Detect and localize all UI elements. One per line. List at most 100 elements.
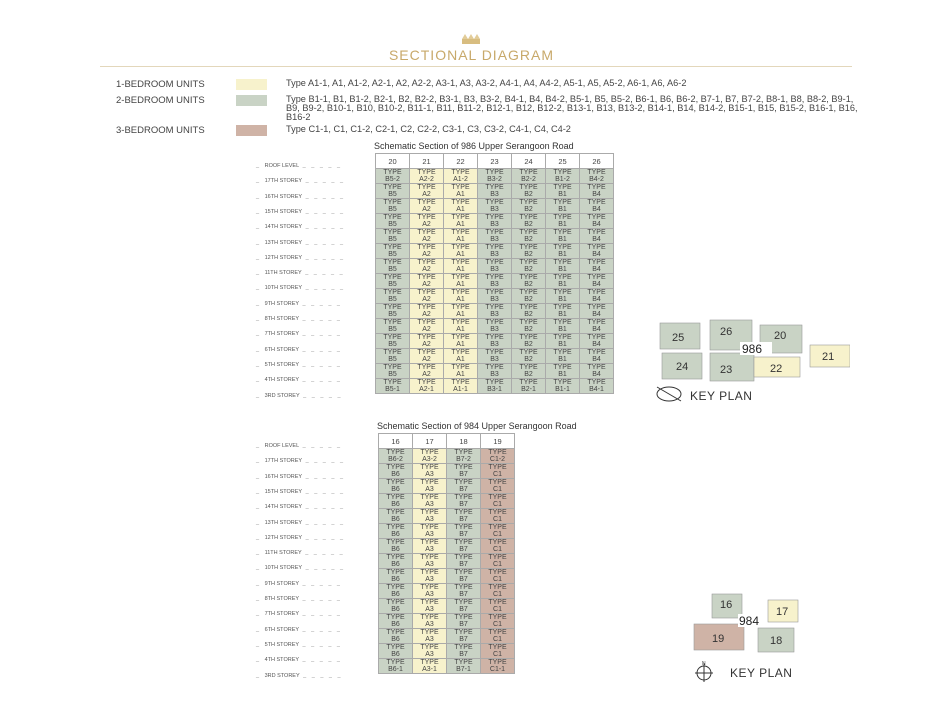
unit-cell[interactable]: TYPE B5 [375,243,410,259]
unit-cell[interactable]: TYPE A1 [443,258,478,274]
unit-cell[interactable]: TYPE A1 [443,333,478,349]
unit-cell[interactable]: TYPE C1 [480,583,515,599]
unit-cell[interactable]: TYPE C1-1 [480,658,515,674]
unit-cell[interactable]: TYPE B6 [378,508,413,524]
unit-cell[interactable]: TYPE B6-2 [378,448,413,464]
unit-cell[interactable]: TYPE B1 [545,288,580,304]
unit-cell[interactable]: TYPE B3 [477,348,512,364]
unit-cell[interactable]: TYPE B5 [375,258,410,274]
unit-cell[interactable]: TYPE A3 [412,643,447,659]
unit-cell[interactable]: TYPE C1 [480,628,515,644]
unit-cell[interactable]: TYPE B5 [375,363,410,379]
unit-cell[interactable]: TYPE B5 [375,198,410,214]
unit-cell[interactable]: TYPE B6 [378,643,413,659]
unit-cell[interactable]: TYPE A3 [412,523,447,539]
unit-cell[interactable]: TYPE A3 [412,568,447,584]
unit-cell[interactable]: TYPE A2-2 [409,168,444,184]
unit-cell[interactable]: TYPE A3 [412,493,447,509]
unit-cell[interactable]: TYPE B4-2 [579,168,614,184]
unit-cell[interactable]: TYPE A2 [409,258,444,274]
unit-cell[interactable]: TYPE A2 [409,213,444,229]
unit-cell[interactable]: TYPE A3 [412,628,447,644]
unit-cell[interactable]: TYPE B1 [545,303,580,319]
unit-cell[interactable]: TYPE B6 [378,478,413,494]
unit-cell[interactable]: TYPE A2 [409,198,444,214]
unit-cell[interactable]: TYPE A1 [443,363,478,379]
unit-cell[interactable]: TYPE B4 [579,183,614,199]
unit-cell[interactable]: TYPE B7-1 [446,658,481,674]
unit-cell[interactable]: TYPE A2 [409,288,444,304]
unit-cell[interactable]: TYPE A2 [409,363,444,379]
unit-cell[interactable]: TYPE B5 [375,333,410,349]
unit-cell[interactable]: TYPE B2 [511,363,546,379]
unit-cell[interactable]: TYPE A1 [443,288,478,304]
unit-cell[interactable]: TYPE B7 [446,478,481,494]
unit-cell[interactable]: TYPE B7 [446,523,481,539]
unit-cell[interactable]: TYPE B1 [545,273,580,289]
unit-cell[interactable]: TYPE A2 [409,318,444,334]
unit-cell[interactable]: TYPE B2 [511,273,546,289]
unit-cell[interactable]: TYPE A1 [443,303,478,319]
unit-cell[interactable]: TYPE B1 [545,333,580,349]
unit-cell[interactable]: TYPE C1 [480,643,515,659]
unit-cell[interactable]: TYPE A1 [443,318,478,334]
unit-cell[interactable]: TYPE B4 [579,303,614,319]
unit-cell[interactable]: TYPE B3 [477,258,512,274]
unit-cell[interactable]: TYPE A1 [443,348,478,364]
unit-cell[interactable]: TYPE B3 [477,303,512,319]
unit-cell[interactable]: TYPE C1 [480,508,515,524]
unit-cell[interactable]: TYPE A1 [443,243,478,259]
unit-cell[interactable]: TYPE B5 [375,303,410,319]
unit-cell[interactable]: TYPE B7 [446,538,481,554]
unit-cell[interactable]: TYPE B4 [579,243,614,259]
unit-cell[interactable]: TYPE B5 [375,318,410,334]
unit-cell[interactable]: TYPE B6 [378,463,413,479]
unit-cell[interactable]: TYPE B2 [511,333,546,349]
unit-cell[interactable]: TYPE B2 [511,348,546,364]
unit-cell[interactable]: TYPE C1 [480,463,515,479]
unit-cell[interactable]: TYPE C1-2 [480,448,515,464]
unit-cell[interactable]: TYPE B4 [579,318,614,334]
unit-cell[interactable]: TYPE B6 [378,583,413,599]
unit-cell[interactable]: TYPE A2 [409,183,444,199]
unit-cell[interactable]: TYPE B4 [579,273,614,289]
unit-cell[interactable]: TYPE A1 [443,213,478,229]
unit-cell[interactable]: TYPE B6 [378,568,413,584]
unit-cell[interactable]: TYPE B4 [579,363,614,379]
unit-cell[interactable]: TYPE A1-2 [443,168,478,184]
unit-cell[interactable]: TYPE B3-1 [477,378,512,394]
unit-cell[interactable]: TYPE A3-2 [412,448,447,464]
unit-cell[interactable]: TYPE B7 [446,508,481,524]
unit-cell[interactable]: TYPE B5 [375,288,410,304]
unit-cell[interactable]: TYPE B1 [545,228,580,244]
unit-cell[interactable]: TYPE B2 [511,303,546,319]
unit-cell[interactable]: TYPE C1 [480,598,515,614]
unit-cell[interactable]: TYPE A3 [412,463,447,479]
unit-cell[interactable]: TYPE B7 [446,493,481,509]
unit-cell[interactable]: TYPE B7 [446,613,481,629]
unit-cell[interactable]: TYPE A2 [409,303,444,319]
unit-cell[interactable]: TYPE A1-1 [443,378,478,394]
unit-cell[interactable]: TYPE B5-1 [375,378,410,394]
unit-cell[interactable]: TYPE B3 [477,228,512,244]
unit-cell[interactable]: TYPE B7 [446,628,481,644]
unit-cell[interactable]: TYPE A3 [412,583,447,599]
unit-cell[interactable]: TYPE B3 [477,243,512,259]
unit-cell[interactable]: TYPE B1 [545,183,580,199]
unit-cell[interactable]: TYPE B5 [375,183,410,199]
unit-cell[interactable]: TYPE C1 [480,538,515,554]
unit-cell[interactable]: TYPE B4-1 [579,378,614,394]
unit-cell[interactable]: TYPE B3 [477,333,512,349]
unit-cell[interactable]: TYPE B2-2 [511,168,546,184]
unit-cell[interactable]: TYPE B2 [511,258,546,274]
unit-cell[interactable]: TYPE B4 [579,198,614,214]
unit-cell[interactable]: TYPE B5-2 [375,168,410,184]
unit-cell[interactable]: TYPE B2 [511,318,546,334]
unit-cell[interactable]: TYPE A1 [443,228,478,244]
unit-cell[interactable]: TYPE B6 [378,523,413,539]
unit-cell[interactable]: TYPE B3 [477,318,512,334]
unit-cell[interactable]: TYPE B1-1 [545,378,580,394]
unit-cell[interactable]: TYPE B1-2 [545,168,580,184]
unit-cell[interactable]: TYPE B1 [545,318,580,334]
unit-cell[interactable]: TYPE B7 [446,463,481,479]
